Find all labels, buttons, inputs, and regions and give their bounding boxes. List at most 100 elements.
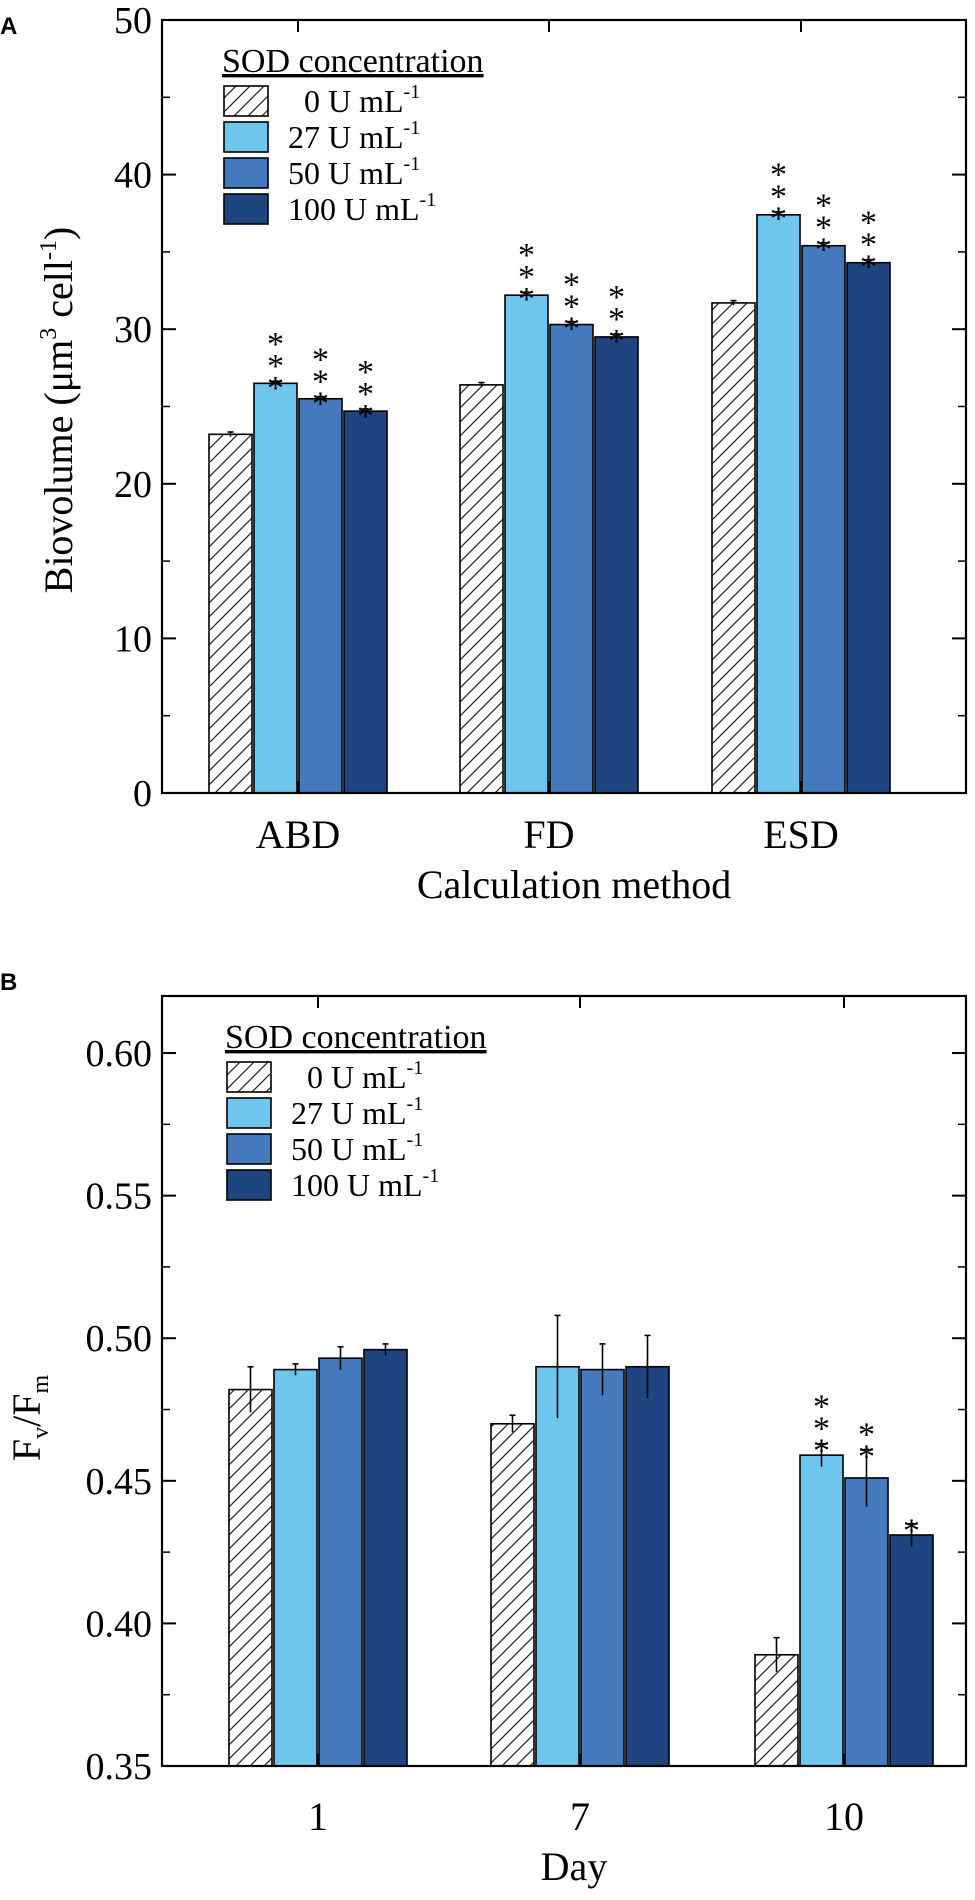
plot-frame (160, 18, 968, 795)
x-tick-label: FD (523, 812, 574, 857)
y-tick-label: 20 (114, 464, 152, 506)
bar (756, 213, 801, 794)
y-axis-label-a: Biovolume (μm3 cell-1) (36, 227, 81, 594)
y-tick-label: 40 (114, 155, 152, 197)
significance-star: * (357, 398, 374, 435)
bars-a: *************************** (208, 157, 891, 794)
bar (273, 1368, 318, 1767)
axis-frame-b (160, 994, 968, 1768)
bar (228, 1388, 273, 1767)
significance-star: * (813, 1411, 830, 1448)
legend-swatch (223, 85, 269, 117)
bar (535, 1365, 580, 1767)
bar (504, 294, 549, 794)
x-tick-label: 10 (824, 1794, 864, 1839)
significance-star: * (858, 1416, 875, 1453)
bar (594, 336, 639, 794)
y-tick-label: 10 (114, 618, 152, 660)
bar (889, 1534, 934, 1767)
legend-title: SOD concentration (225, 1019, 487, 1056)
legend-label: 100 U mL-1 (291, 1165, 439, 1203)
legend-label: 50 U mL-1 (291, 1129, 423, 1167)
bar (580, 1368, 625, 1767)
panel-label-a: A (0, 13, 17, 40)
x-axis-label-a: Calculation method (417, 862, 731, 907)
significance-star: * (312, 363, 329, 400)
significance-star: * (312, 341, 329, 378)
significance-star: * (267, 326, 284, 363)
x-tick-label: 1 (308, 1794, 328, 1839)
significance-star: * (815, 232, 832, 269)
legend-label: 50 U mL-1 (288, 153, 420, 191)
y-tick-labels-a: 0 10 20 30 40 50 (114, 0, 152, 815)
y-tick-label: 0.35 (86, 1746, 153, 1788)
panel-b: B 0.350.400.450.500.550.60 Fv/Fm ****** … (0, 969, 968, 1889)
significance-star: * (813, 1389, 830, 1426)
legend-label: 100 U mL-1 (288, 189, 436, 227)
y-tick-label: 0.40 (86, 1603, 153, 1645)
significance-star: * (903, 1513, 920, 1550)
y-axis-label-b: Fv/Fm (4, 1375, 54, 1462)
x-tick-label: 7 (570, 1794, 590, 1839)
legend-label: 0 U mL-1 (304, 81, 420, 119)
bar (549, 323, 594, 794)
significance-star: * (858, 1438, 875, 1475)
y-axis-title-a: Biovolume (μm3 cell-1) (36, 227, 81, 594)
legend-title: SOD concentration (222, 43, 484, 80)
bar (298, 397, 343, 794)
bar (343, 410, 388, 794)
y-tick-label: 50 (114, 0, 152, 42)
significance-star: * (267, 348, 284, 385)
x-tick-label: ABD (256, 812, 340, 857)
bar (625, 1365, 670, 1767)
legend-swatch (223, 193, 269, 225)
legend-swatch (223, 121, 269, 153)
significance-star: * (770, 157, 787, 194)
legend-label: 27 U mL-1 (291, 1093, 423, 1131)
significance-star: * (815, 210, 832, 247)
x-tick-labels-b: 1 7 10 (308, 1794, 864, 1839)
legend-swatch (226, 1133, 272, 1165)
significance-star: * (357, 376, 374, 413)
significance-star: * (860, 205, 877, 242)
y-tick-label: 0 (133, 773, 152, 815)
legend-swatch (226, 1097, 272, 1129)
y-tick-label: 30 (114, 309, 152, 351)
bar (459, 384, 504, 794)
bar (490, 1422, 535, 1767)
bar (208, 433, 253, 794)
significance-star: * (563, 266, 580, 303)
axis-frame-a (160, 18, 968, 795)
significance-star: * (608, 279, 625, 316)
significance-star: * (267, 370, 284, 407)
significance-star: * (312, 385, 329, 422)
significance-star: * (813, 1433, 830, 1470)
y-axis-title-b: Fv/Fm (4, 1375, 54, 1462)
bar (253, 382, 298, 794)
significance-star: * (860, 249, 877, 286)
bar (846, 261, 891, 794)
y-tick-label: 0.60 (86, 1033, 153, 1075)
y-tick-label: 0.50 (86, 1318, 153, 1360)
plot-frame (160, 994, 968, 1768)
legend-label: 0 U mL-1 (307, 1057, 423, 1095)
bar (799, 1454, 844, 1767)
significance-star: * (815, 188, 832, 225)
legend-swatch (223, 157, 269, 189)
bar (844, 1477, 889, 1767)
bar (363, 1348, 408, 1767)
x-tick-labels-a: ABD FD ESD (256, 812, 839, 857)
significance-star: * (518, 237, 535, 274)
significance-star: * (770, 179, 787, 216)
y-tick-labels-b: 0.35 0.40 0.45 0.50 0.55 0.60 (86, 1033, 153, 1788)
x-axis-label-b: Day (541, 1844, 608, 1889)
significance-star: * (518, 259, 535, 296)
y-tick-label: 0.55 (86, 1176, 153, 1218)
bar (711, 302, 756, 794)
significance-star: * (357, 354, 374, 391)
significance-star: * (770, 201, 787, 238)
y-tick-label: 0.45 (86, 1461, 153, 1503)
